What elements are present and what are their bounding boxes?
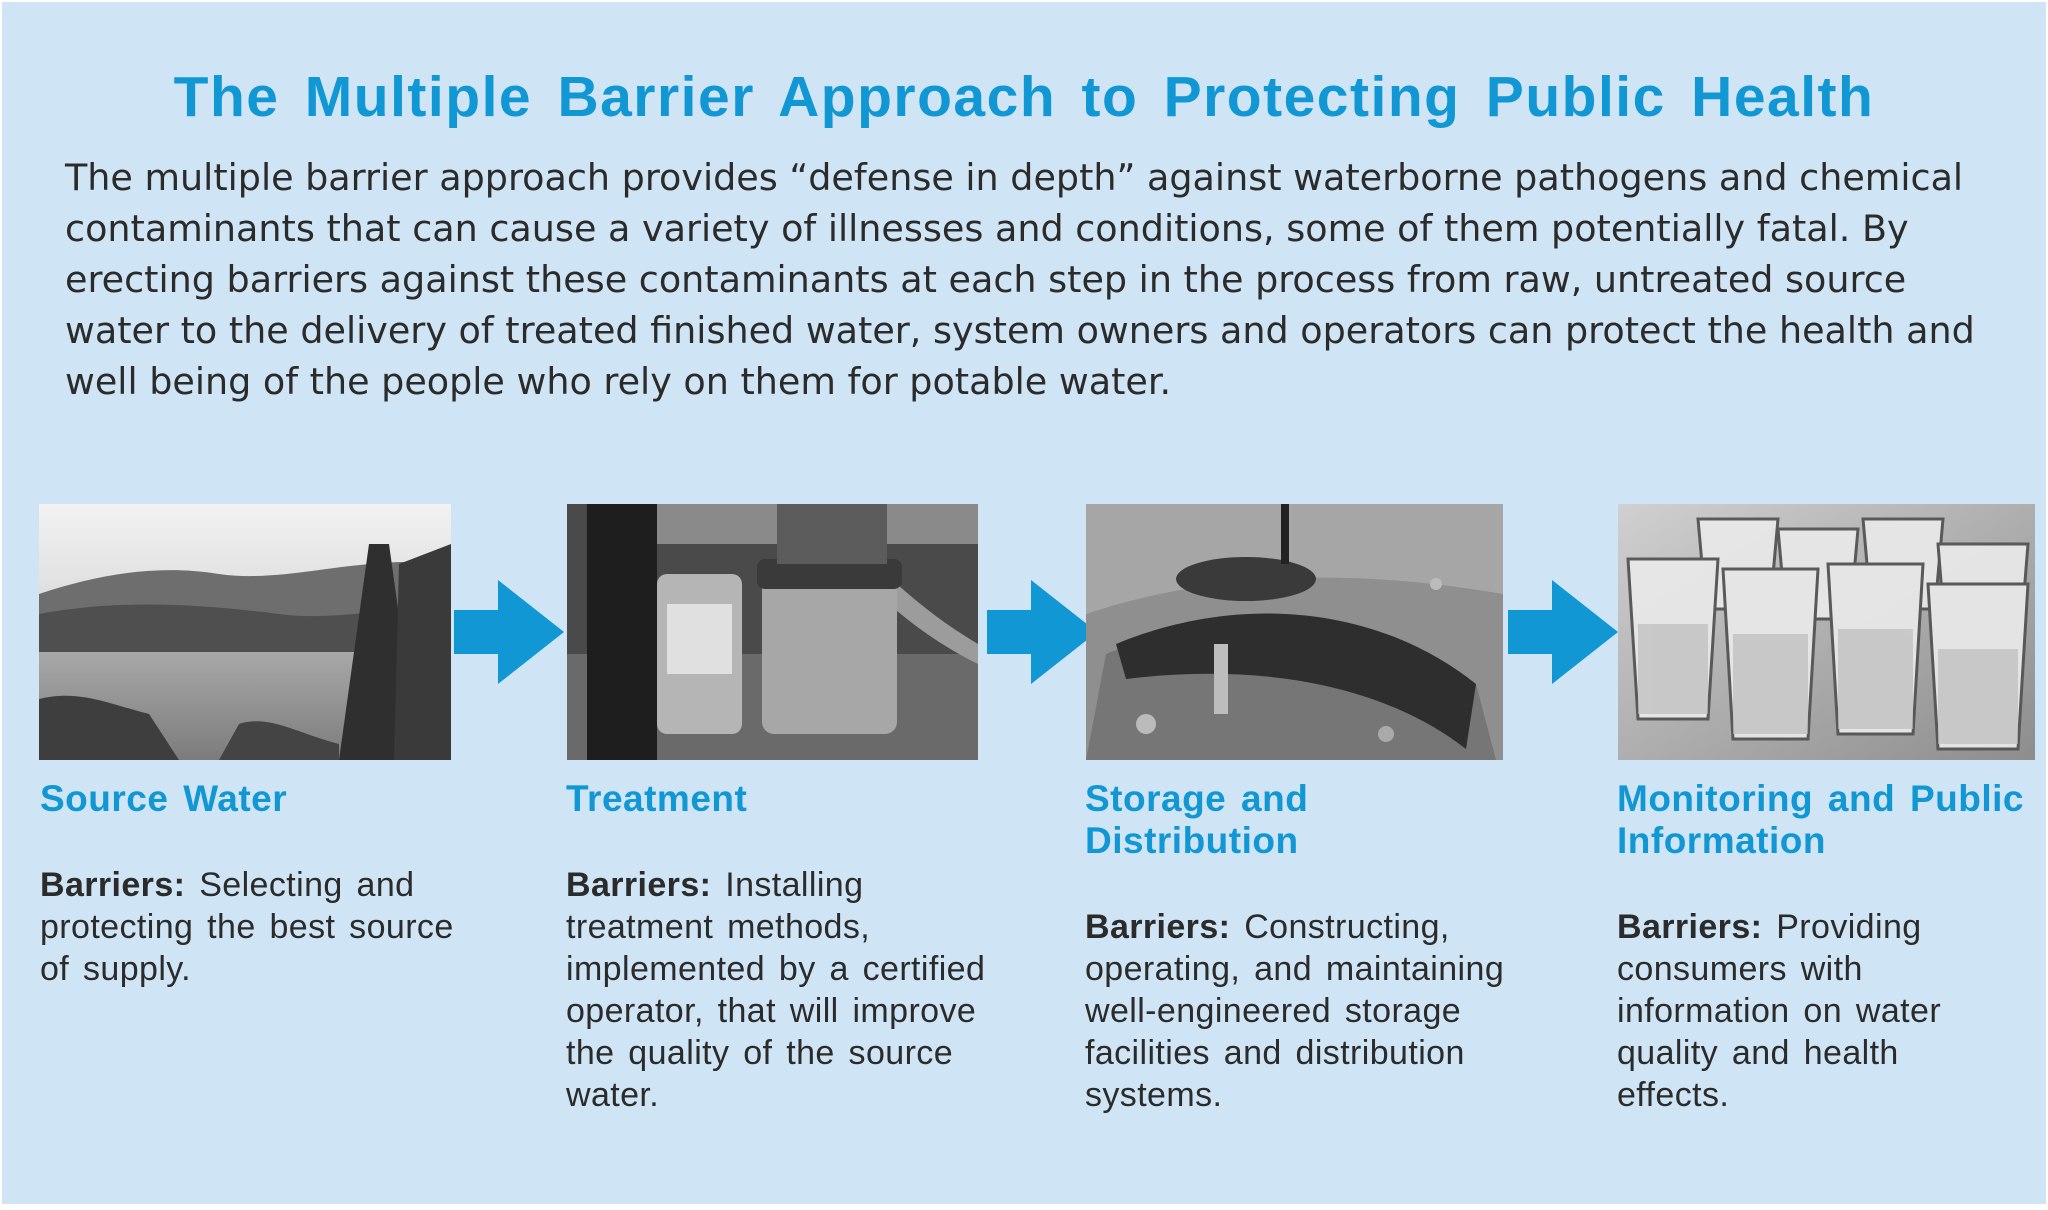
barriers-text: Providing consumers with information on … [1617, 908, 1942, 1114]
step-title-monitoring-public-info: Monitoring and Public Information [1617, 778, 2024, 861]
intro-paragraph: The multiple barrier approach provides “… [65, 156, 1975, 403]
water-glasses-photo [1618, 504, 2035, 760]
barriers-label: Barriers: [566, 866, 712, 904]
barriers-label: Barriers: [40, 866, 186, 904]
lake-photo [39, 504, 451, 760]
barriers-text: Selecting and protecting the best source… [40, 866, 454, 988]
right-arrow-icon [1508, 580, 1618, 684]
barriers-label: Barriers: [1617, 908, 1763, 946]
step-description-storage-distribution: Barriers: Constructing, operating, and m… [1085, 906, 1525, 1116]
step-title-source-water: Source Water [40, 778, 288, 819]
right-arrow-icon [987, 580, 1097, 684]
step-description-monitoring-public-info: Barriers: Providing consumers with infor… [1617, 906, 2017, 1116]
barriers-text: Constructing, operating, and maintaining… [1085, 908, 1505, 1114]
tank-photo [1086, 504, 1503, 760]
step-description-treatment: Barriers: Installing treatment methods, … [566, 864, 986, 1116]
filter-photo [567, 504, 978, 760]
right-arrow-icon [454, 580, 564, 684]
step-description-source-water: Barriers: Selecting and protecting the b… [40, 864, 460, 990]
barriers-text: Installing treatment methods, implemente… [566, 866, 986, 1114]
step-title-treatment: Treatment [566, 778, 748, 819]
page-title: The Multiple Barrier Approach to Protect… [173, 65, 1875, 129]
barriers-label: Barriers: [1085, 908, 1231, 946]
step-title-storage-distribution: Storage and Distribution [1085, 778, 1309, 861]
